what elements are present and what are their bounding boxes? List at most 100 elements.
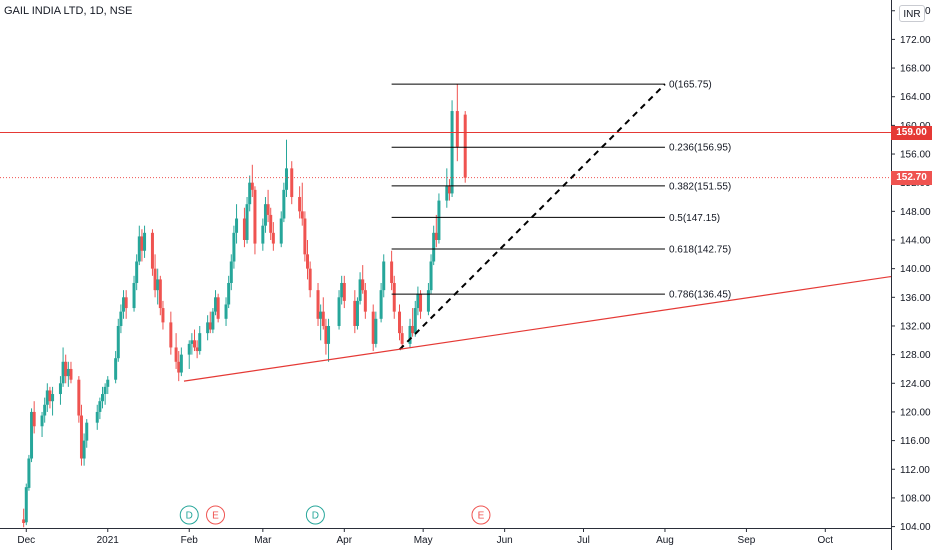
candle bbox=[132, 275, 136, 312]
candle-body bbox=[103, 386, 107, 395]
candle-body bbox=[69, 368, 73, 380]
candle-body bbox=[303, 218, 307, 255]
candle bbox=[321, 297, 325, 330]
time-tick-label: Jun bbox=[497, 535, 513, 546]
candle bbox=[216, 293, 220, 323]
candle-body bbox=[177, 361, 181, 373]
candle-body bbox=[227, 282, 231, 305]
price-tick-label: 112.00 bbox=[900, 465, 930, 476]
candle bbox=[98, 397, 102, 420]
candle bbox=[250, 164, 254, 198]
candle-body bbox=[316, 290, 320, 319]
price-tick-label: 156.00 bbox=[900, 150, 931, 161]
candle-body bbox=[124, 297, 128, 309]
candle bbox=[153, 254, 157, 298]
candle bbox=[187, 340, 191, 369]
candle-body bbox=[137, 236, 141, 262]
candle-body bbox=[232, 232, 236, 262]
time-tick-label: Jul bbox=[577, 535, 590, 546]
candle bbox=[271, 222, 275, 251]
candle bbox=[361, 265, 365, 294]
candle-body bbox=[150, 232, 154, 269]
candle-body bbox=[450, 111, 454, 194]
candle-body bbox=[432, 232, 436, 262]
candle-body bbox=[85, 422, 89, 441]
support-trend-line[interactable] bbox=[183, 275, 892, 382]
candle-body bbox=[242, 218, 246, 240]
last-price-label: 152.70 bbox=[891, 170, 932, 185]
time-tick-label: Aug bbox=[656, 535, 674, 546]
candle bbox=[85, 419, 89, 448]
candle-body bbox=[229, 261, 233, 283]
candle bbox=[300, 182, 304, 226]
candle-body bbox=[24, 487, 28, 523]
candle bbox=[64, 354, 68, 384]
candle-body bbox=[211, 311, 215, 330]
candle bbox=[79, 404, 83, 466]
candle bbox=[303, 211, 307, 262]
candle bbox=[61, 347, 65, 387]
candle-body bbox=[355, 300, 359, 326]
time-tick-label: Apr bbox=[337, 535, 353, 546]
candle bbox=[179, 347, 183, 377]
time-axis[interactable]: Dec 2021 Feb Mar Apr May Jun Jul Aug Sep Oct bbox=[0, 528, 891, 550]
candle bbox=[24, 483, 28, 526]
currency-button[interactable]: INR bbox=[899, 5, 925, 22]
candle bbox=[398, 304, 402, 341]
candle bbox=[434, 214, 438, 248]
candle bbox=[379, 282, 383, 323]
candle-body bbox=[140, 236, 144, 251]
price-axis[interactable]: 104.00 108.00 112.00 116.00 120.00 124.00 128.… bbox=[891, 0, 932, 550]
fib-trend-line[interactable] bbox=[398, 83, 666, 351]
candle bbox=[48, 386, 52, 409]
candle-body bbox=[169, 322, 173, 348]
time-tick-label: Sep bbox=[738, 535, 756, 546]
candle-body bbox=[319, 311, 323, 319]
event-marker-letter: E bbox=[212, 511, 219, 522]
candle bbox=[43, 397, 47, 423]
candle-body bbox=[426, 290, 430, 312]
candle bbox=[27, 454, 31, 491]
event-marker[interactable]: D bbox=[179, 505, 199, 525]
candle-body bbox=[447, 186, 451, 194]
candle bbox=[266, 189, 270, 223]
candle bbox=[30, 408, 34, 463]
candle bbox=[103, 383, 107, 405]
candle-body bbox=[371, 311, 375, 344]
candle-body bbox=[379, 290, 383, 319]
event-marker[interactable]: E bbox=[471, 505, 491, 525]
candle-body bbox=[143, 232, 147, 251]
candle-body bbox=[95, 411, 99, 423]
candle-body bbox=[40, 415, 44, 427]
candle bbox=[253, 186, 257, 255]
candle bbox=[324, 318, 328, 355]
candle bbox=[437, 193, 441, 244]
candle bbox=[455, 84, 459, 162]
price-tick-label: 172.00 bbox=[900, 35, 931, 46]
candle-body bbox=[77, 379, 81, 416]
candle bbox=[374, 311, 378, 348]
candle-body bbox=[32, 411, 36, 427]
candle-body bbox=[269, 214, 273, 233]
candle bbox=[66, 361, 70, 387]
candle-body bbox=[51, 394, 55, 402]
event-marker-letter: D bbox=[186, 511, 193, 522]
event-marker[interactable]: D bbox=[305, 505, 325, 525]
candle bbox=[190, 333, 194, 355]
candle bbox=[195, 340, 199, 359]
candle-body bbox=[408, 325, 412, 344]
candle-body bbox=[250, 182, 254, 190]
candle-body bbox=[353, 300, 357, 326]
candle bbox=[116, 318, 120, 362]
candle bbox=[106, 376, 110, 395]
event-marker[interactable]: E bbox=[206, 505, 226, 525]
candle-body bbox=[327, 325, 331, 344]
candle bbox=[122, 290, 126, 319]
event-marker-circle bbox=[305, 505, 325, 525]
candle bbox=[371, 304, 375, 352]
candle bbox=[308, 261, 312, 298]
candle-body bbox=[248, 182, 252, 205]
drawings-layer: 0(165.75) 0.236(156.95) 0.382(151.55) 0.5(1… bbox=[0, 80, 892, 382]
